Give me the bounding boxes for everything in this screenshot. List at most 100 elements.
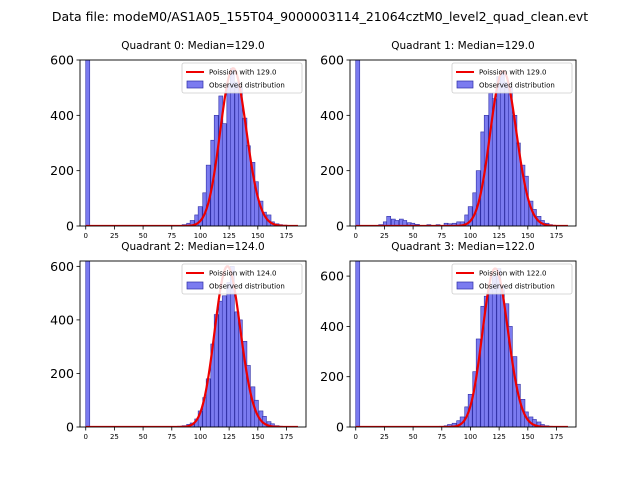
axes-frame [349, 59, 577, 227]
x-tick-label: 50 [139, 433, 148, 441]
panel-title: Quadrant 3: Median=122.0 [391, 241, 534, 253]
axes-frame [349, 260, 577, 428]
panel-title: Quadrant 2: Median=124.0 [121, 241, 264, 253]
panel-quadrant-2: Quadrant 2: Median=124.0 0 25 50 75 100 125 150… [50, 241, 307, 441]
plot-area [85, 261, 298, 427]
x-tick-label: 50 [409, 232, 418, 240]
legend-box [181, 62, 303, 94]
legend-bar-swatch [456, 281, 474, 290]
legend-bar-swatch [186, 80, 204, 89]
histogram-bar [221, 295, 227, 427]
x-tick-label: 25 [110, 232, 119, 240]
poisson-curve [85, 67, 298, 226]
y-tick-label: 0 [336, 219, 344, 234]
y-tick-label: 200 [320, 163, 344, 178]
y-tick-label: 600 [320, 53, 344, 68]
y-tick-label: 400 [50, 312, 74, 327]
x-tick-label: 100 [194, 433, 207, 441]
x-tick-label: 75 [167, 433, 176, 441]
histogram-bar [491, 275, 497, 427]
panel-title: Quadrant 0: Median=129.0 [121, 40, 264, 52]
x-tick-label: 25 [110, 433, 119, 441]
legend-line-label: Poission with 129.0 [209, 69, 277, 77]
legend-bar-label: Observed distribution [209, 82, 285, 90]
x-tick-label: 0 [354, 433, 358, 441]
figure-title: Data file: modeM0/AS1A05_155T04_90000031… [52, 9, 588, 24]
histogram-bar [355, 261, 361, 427]
x-tick-label: 0 [84, 232, 88, 240]
x-tick-label: 50 [139, 232, 148, 240]
x-tick-label: 125 [492, 232, 505, 240]
x-tick-label: 125 [222, 232, 235, 240]
y-tick-label: 0 [66, 219, 74, 234]
legend-bar-swatch [456, 80, 474, 89]
x-tick-label: 125 [222, 433, 235, 441]
legend-bar-label: Observed distribution [479, 82, 555, 90]
legend-box [181, 263, 303, 295]
x-tick-label: 100 [464, 232, 477, 240]
histogram-bar [499, 70, 505, 226]
histogram-bar [254, 181, 259, 226]
histogram-bar [410, 222, 416, 226]
plot-area [355, 60, 568, 226]
legend: Poission with 129.0 Observed distribution [181, 62, 303, 94]
x-tick-label: 150 [251, 232, 264, 240]
x-tick-label: 25 [380, 232, 389, 240]
x-tick-label: 0 [354, 232, 358, 240]
legend-box [451, 263, 573, 295]
histogram-bar [508, 326, 513, 427]
x-tick-label: 25 [380, 433, 389, 441]
y-tick-label: 200 [50, 163, 74, 178]
x-tick-label: 100 [464, 433, 477, 441]
panel-quadrant-3: Quadrant 3: Median=122.0 0 25 50 75 100 125 150… [320, 241, 577, 441]
x-tick-label: 75 [437, 232, 446, 240]
histogram-bar [85, 261, 91, 427]
legend: Poission with 124.0 Observed distribution [181, 263, 303, 295]
legend: Poission with 122.0 Observed distribution [451, 263, 573, 295]
y-tick-label: 600 [50, 53, 74, 68]
histogram-bar [85, 60, 91, 226]
poisson-curve [85, 265, 298, 427]
legend-line-label: Poission with 124.0 [209, 270, 277, 278]
histogram-bar [238, 87, 243, 226]
y-tick-label: 200 [320, 369, 344, 384]
poisson-curve [355, 267, 568, 427]
x-tick-label: 175 [280, 433, 293, 441]
legend: Poission with 129.0 Observed distribution [451, 62, 573, 94]
legend-bar-swatch [186, 281, 204, 290]
legend-bar-label: Observed distribution [209, 283, 285, 291]
histogram-bar [508, 87, 513, 226]
histogram-bar [386, 216, 392, 226]
panel-title: Quadrant 1: Median=129.0 [391, 40, 534, 52]
x-tick-label: 100 [194, 232, 207, 240]
axes-frame [79, 260, 307, 428]
panel-quadrant-1: Quadrant 1: Median=129.0 0 25 50 75 100 125 150… [320, 40, 577, 240]
legend-line-label: Poission with 129.0 [479, 69, 547, 77]
x-tick-label: 175 [280, 232, 293, 240]
y-tick-label: 0 [336, 420, 344, 435]
x-tick-label: 175 [550, 232, 563, 240]
x-tick-label: 150 [521, 232, 534, 240]
x-tick-label: 75 [437, 433, 446, 441]
x-tick-label: 75 [167, 232, 176, 240]
legend-line-label: Poission with 122.0 [479, 270, 547, 278]
legend-box [451, 62, 573, 94]
x-tick-label: 150 [251, 433, 264, 441]
x-tick-label: 150 [521, 433, 534, 441]
y-tick-label: 200 [50, 366, 74, 381]
y-tick-label: 400 [320, 108, 344, 123]
axes-frame [79, 59, 307, 227]
y-tick-label: 600 [320, 269, 344, 284]
histogram-bar [238, 319, 243, 427]
y-tick-label: 400 [50, 108, 74, 123]
panel-quadrant-0: Quadrant 0: Median=129.0 0 25 50 75 100 125 150… [50, 40, 307, 240]
x-tick-label: 50 [409, 433, 418, 441]
y-tick-label: 600 [50, 259, 74, 274]
x-tick-label: 125 [492, 433, 505, 441]
histogram-bar [221, 123, 227, 226]
x-tick-label: 175 [550, 433, 563, 441]
y-tick-label: 0 [66, 420, 74, 435]
histogram-bar [355, 60, 361, 226]
x-tick-label: 0 [84, 433, 88, 441]
legend-bar-label: Observed distribution [479, 283, 555, 291]
